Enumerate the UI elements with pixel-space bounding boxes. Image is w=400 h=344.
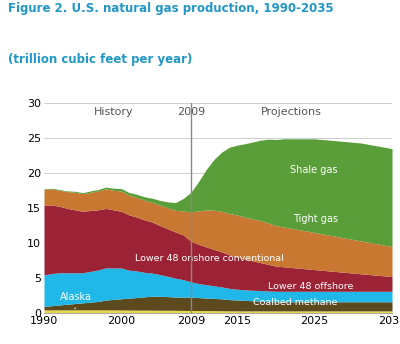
Text: Coalbed methane: Coalbed methane (254, 298, 338, 307)
Text: Shale gas: Shale gas (290, 165, 338, 175)
Text: Figure 2. U.S. natural gas production, 1990-2035: Figure 2. U.S. natural gas production, 1… (8, 2, 334, 15)
Text: Tight gas: Tight gas (293, 214, 338, 224)
Text: Alaska: Alaska (60, 292, 92, 309)
Text: Lower 48 offshore: Lower 48 offshore (268, 282, 353, 291)
Text: (trillion cubic feet per year): (trillion cubic feet per year) (8, 53, 192, 66)
Text: Projections: Projections (261, 107, 322, 117)
Text: History: History (94, 107, 134, 117)
Text: 2009: 2009 (177, 107, 205, 117)
Text: Lower 48 onshore conventional: Lower 48 onshore conventional (135, 254, 284, 263)
